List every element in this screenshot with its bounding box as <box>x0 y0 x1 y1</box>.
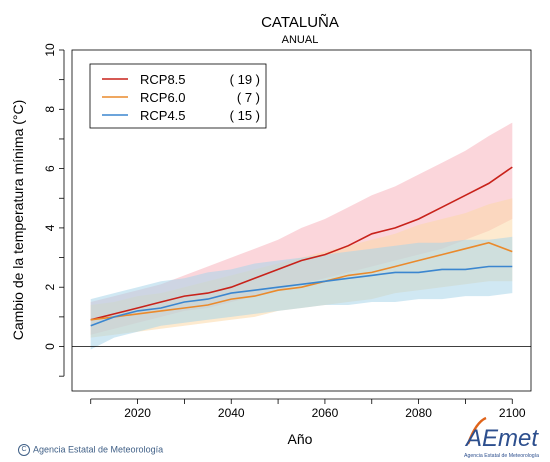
x-axis: 2020 2040 2060 2080 2100 <box>90 398 526 420</box>
credit-text: Agencia Estatal de Meteorología <box>33 444 164 455</box>
x-tick-label: 2020 <box>124 406 151 420</box>
x-tick-label: 2040 <box>218 406 245 420</box>
y-axis-label: Cambio de la temperatura mínima (°C) <box>10 100 26 341</box>
series-line-rcp8-5 <box>90 166 513 321</box>
y-axis: 0 2 4 6 8 10 <box>43 43 65 377</box>
chart-title: CATALUÑA <box>261 14 339 31</box>
logo-swoosh-icon <box>466 416 487 445</box>
x-tick-label: 2080 <box>405 406 432 420</box>
copyright-icon: C <box>18 444 30 456</box>
y-tick-label: 2 <box>43 284 57 291</box>
series-lines <box>90 166 513 327</box>
legend-count: ( 7 ) <box>237 90 260 105</box>
logo-text: AEmet <box>464 425 539 452</box>
aemet-logo: AEmet Agencia Estatal de Meteorología <box>464 416 539 459</box>
legend-count: ( 19 ) <box>230 72 260 87</box>
legend: RCP8.5 ( 19 ) RCP6.0 ( 7 ) RCP4.5 ( 15 ) <box>89 63 267 129</box>
x-tick-label: 2060 <box>312 406 339 420</box>
band-rcp4-5 <box>90 236 513 350</box>
y-tick-label: 10 <box>43 43 57 57</box>
x-tick-label: 2100 <box>499 406 526 420</box>
legend-box <box>89 63 267 129</box>
plot-area <box>72 122 531 350</box>
y-tick-label: 4 <box>43 224 57 231</box>
legend-label: RCP6.0 <box>140 90 186 105</box>
legend-count: ( 15 ) <box>230 108 260 123</box>
uncertainty-bands <box>90 122 513 350</box>
legend-label: RCP8.5 <box>140 72 186 87</box>
copyright-credit: C Agencia Estatal de Meteorología <box>18 444 163 456</box>
x-axis-label: Año <box>288 431 313 447</box>
series-line-rcp4-5 <box>90 265 513 327</box>
plot-frame <box>71 49 532 392</box>
y-tick-label: 0 <box>43 343 57 350</box>
series-line-rcp6-0 <box>90 241 513 321</box>
legend-label: RCP4.5 <box>140 108 186 123</box>
y-tick-label: 6 <box>43 165 57 172</box>
chart-subtitle: ANUAL <box>282 34 319 46</box>
logo-subtext: Agencia Estatal de Meteorología <box>464 453 539 459</box>
y-tick-label: 8 <box>43 106 57 113</box>
legend-entries: RCP8.5 ( 19 ) RCP6.0 ( 7 ) RCP4.5 ( 15 ) <box>102 72 260 123</box>
